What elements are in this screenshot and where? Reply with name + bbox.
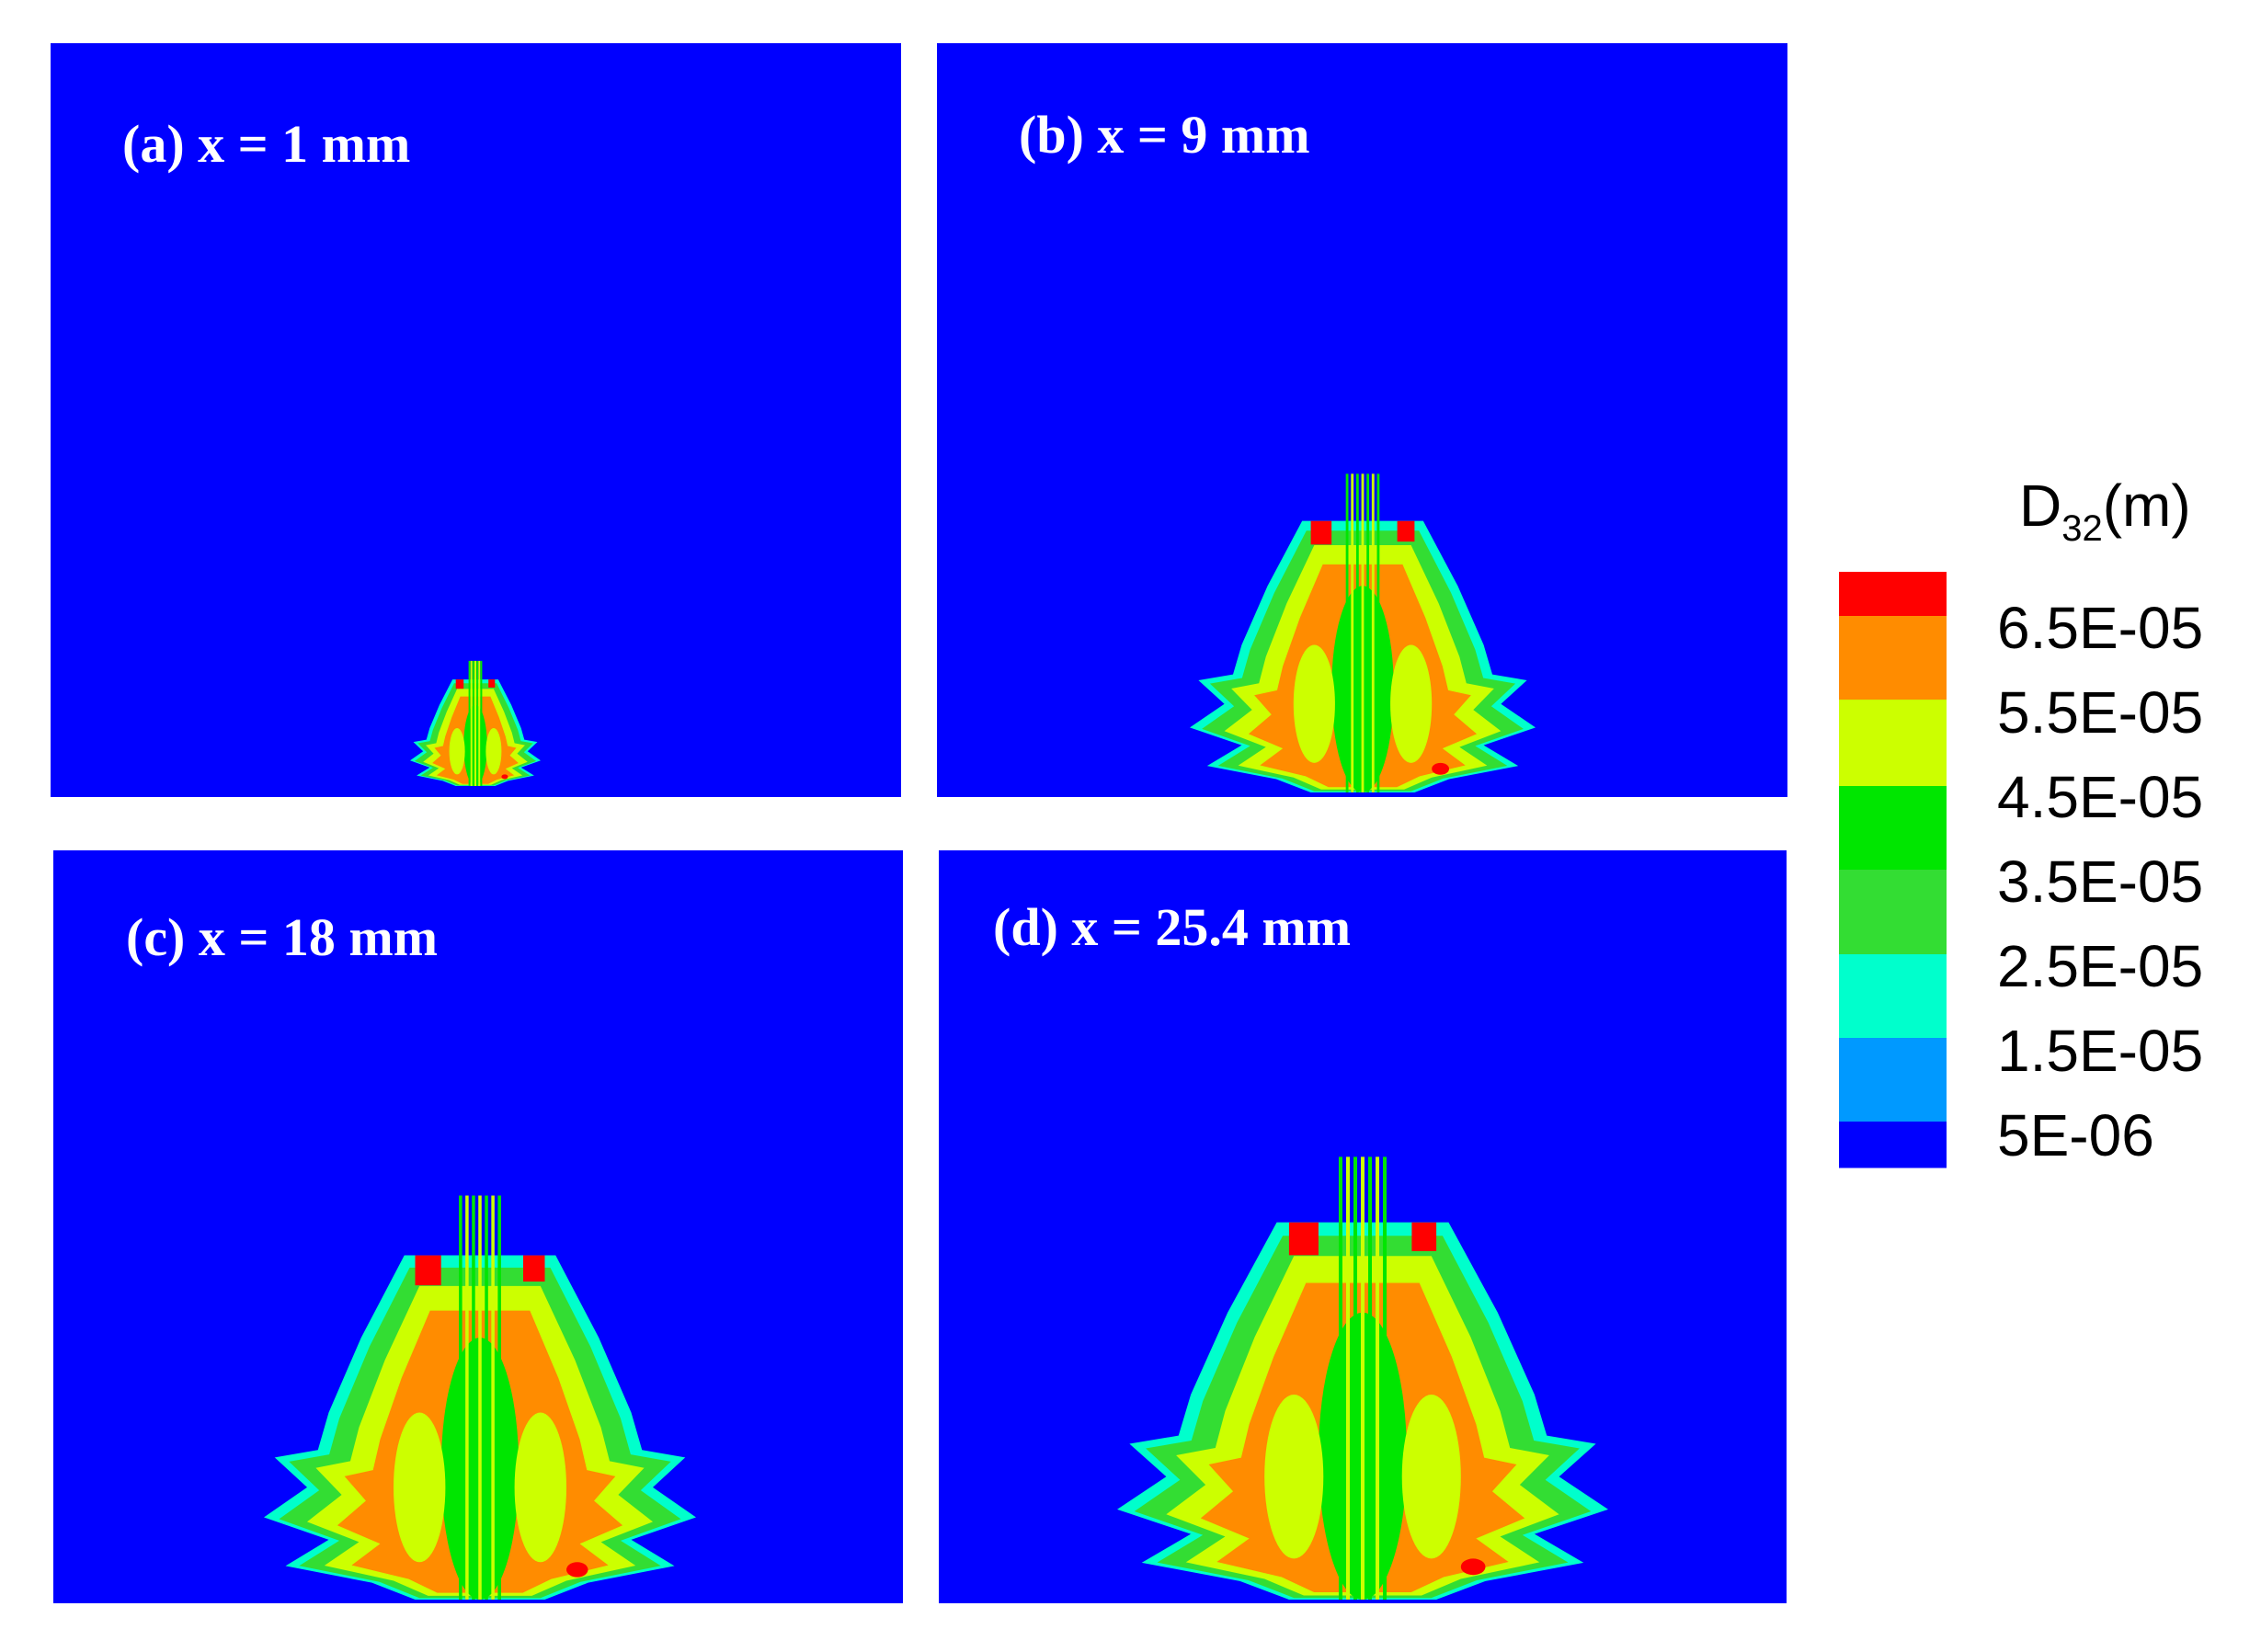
plume-peak <box>1411 1222 1437 1251</box>
plume-core <box>1264 1395 1324 1559</box>
colorbar-label: 2.5E-05 <box>1997 933 2203 999</box>
panel-label: (d) x = 25.4 mm <box>993 897 1351 957</box>
plume-peak <box>1288 1222 1319 1256</box>
plume-core <box>449 728 465 775</box>
symbol: D <box>2019 473 2061 539</box>
plume-peak <box>1460 1558 1486 1576</box>
plume-peak <box>501 774 508 780</box>
plume-peak <box>523 1255 545 1282</box>
colorbar-band <box>1839 616 1947 701</box>
colorbar-label: 4.5E-05 <box>1997 764 2203 830</box>
plume-core <box>514 1412 566 1563</box>
colorbar-title: D32(m) <box>2019 473 2191 549</box>
colorbar-band <box>1839 954 1947 1039</box>
plume-peak <box>455 679 464 689</box>
colorbar-band <box>1839 1038 1947 1122</box>
plume-core <box>1293 644 1335 763</box>
colorbar-label: 5.5E-05 <box>1997 679 2203 746</box>
colorbar-band <box>1839 870 1947 955</box>
plume-core <box>1390 644 1433 763</box>
colorbar-band <box>1839 1122 1947 1168</box>
panel-label: (b) x = 9 mm <box>1019 105 1310 165</box>
plumes <box>264 473 1608 1601</box>
colorbar-label: 5E-06 <box>1997 1102 2154 1168</box>
panel-label: (c) x = 18 mm <box>126 907 438 967</box>
plume-peak <box>415 1255 441 1286</box>
plume-peak <box>566 1562 588 1578</box>
colorbar-label: 3.5E-05 <box>1997 849 2203 915</box>
unit: (m) <box>2103 473 2191 539</box>
panel-label: (a) x = 1 mm <box>122 114 410 174</box>
subscript: 32 <box>2061 508 2103 549</box>
plume-peak <box>1397 520 1415 542</box>
colorbar-label: 6.5E-05 <box>1997 595 2203 661</box>
plume-peak <box>1310 520 1332 545</box>
plume-core <box>1401 1395 1461 1559</box>
colorbar-label: 1.5E-05 <box>1997 1018 2203 1084</box>
colorbar-band <box>1839 700 1947 787</box>
plume-peak <box>1432 762 1449 775</box>
colorbar-band <box>1839 786 1947 871</box>
plume-core <box>485 728 502 775</box>
plume-core <box>394 1412 446 1563</box>
plume-peak <box>488 679 496 688</box>
colorbar-band <box>1839 572 1947 617</box>
colorbar: 6.5E-05 5.5E-05 4.5E-05 3.5E-05 2.5E-05 1.5E-… <box>1839 572 2203 1168</box>
